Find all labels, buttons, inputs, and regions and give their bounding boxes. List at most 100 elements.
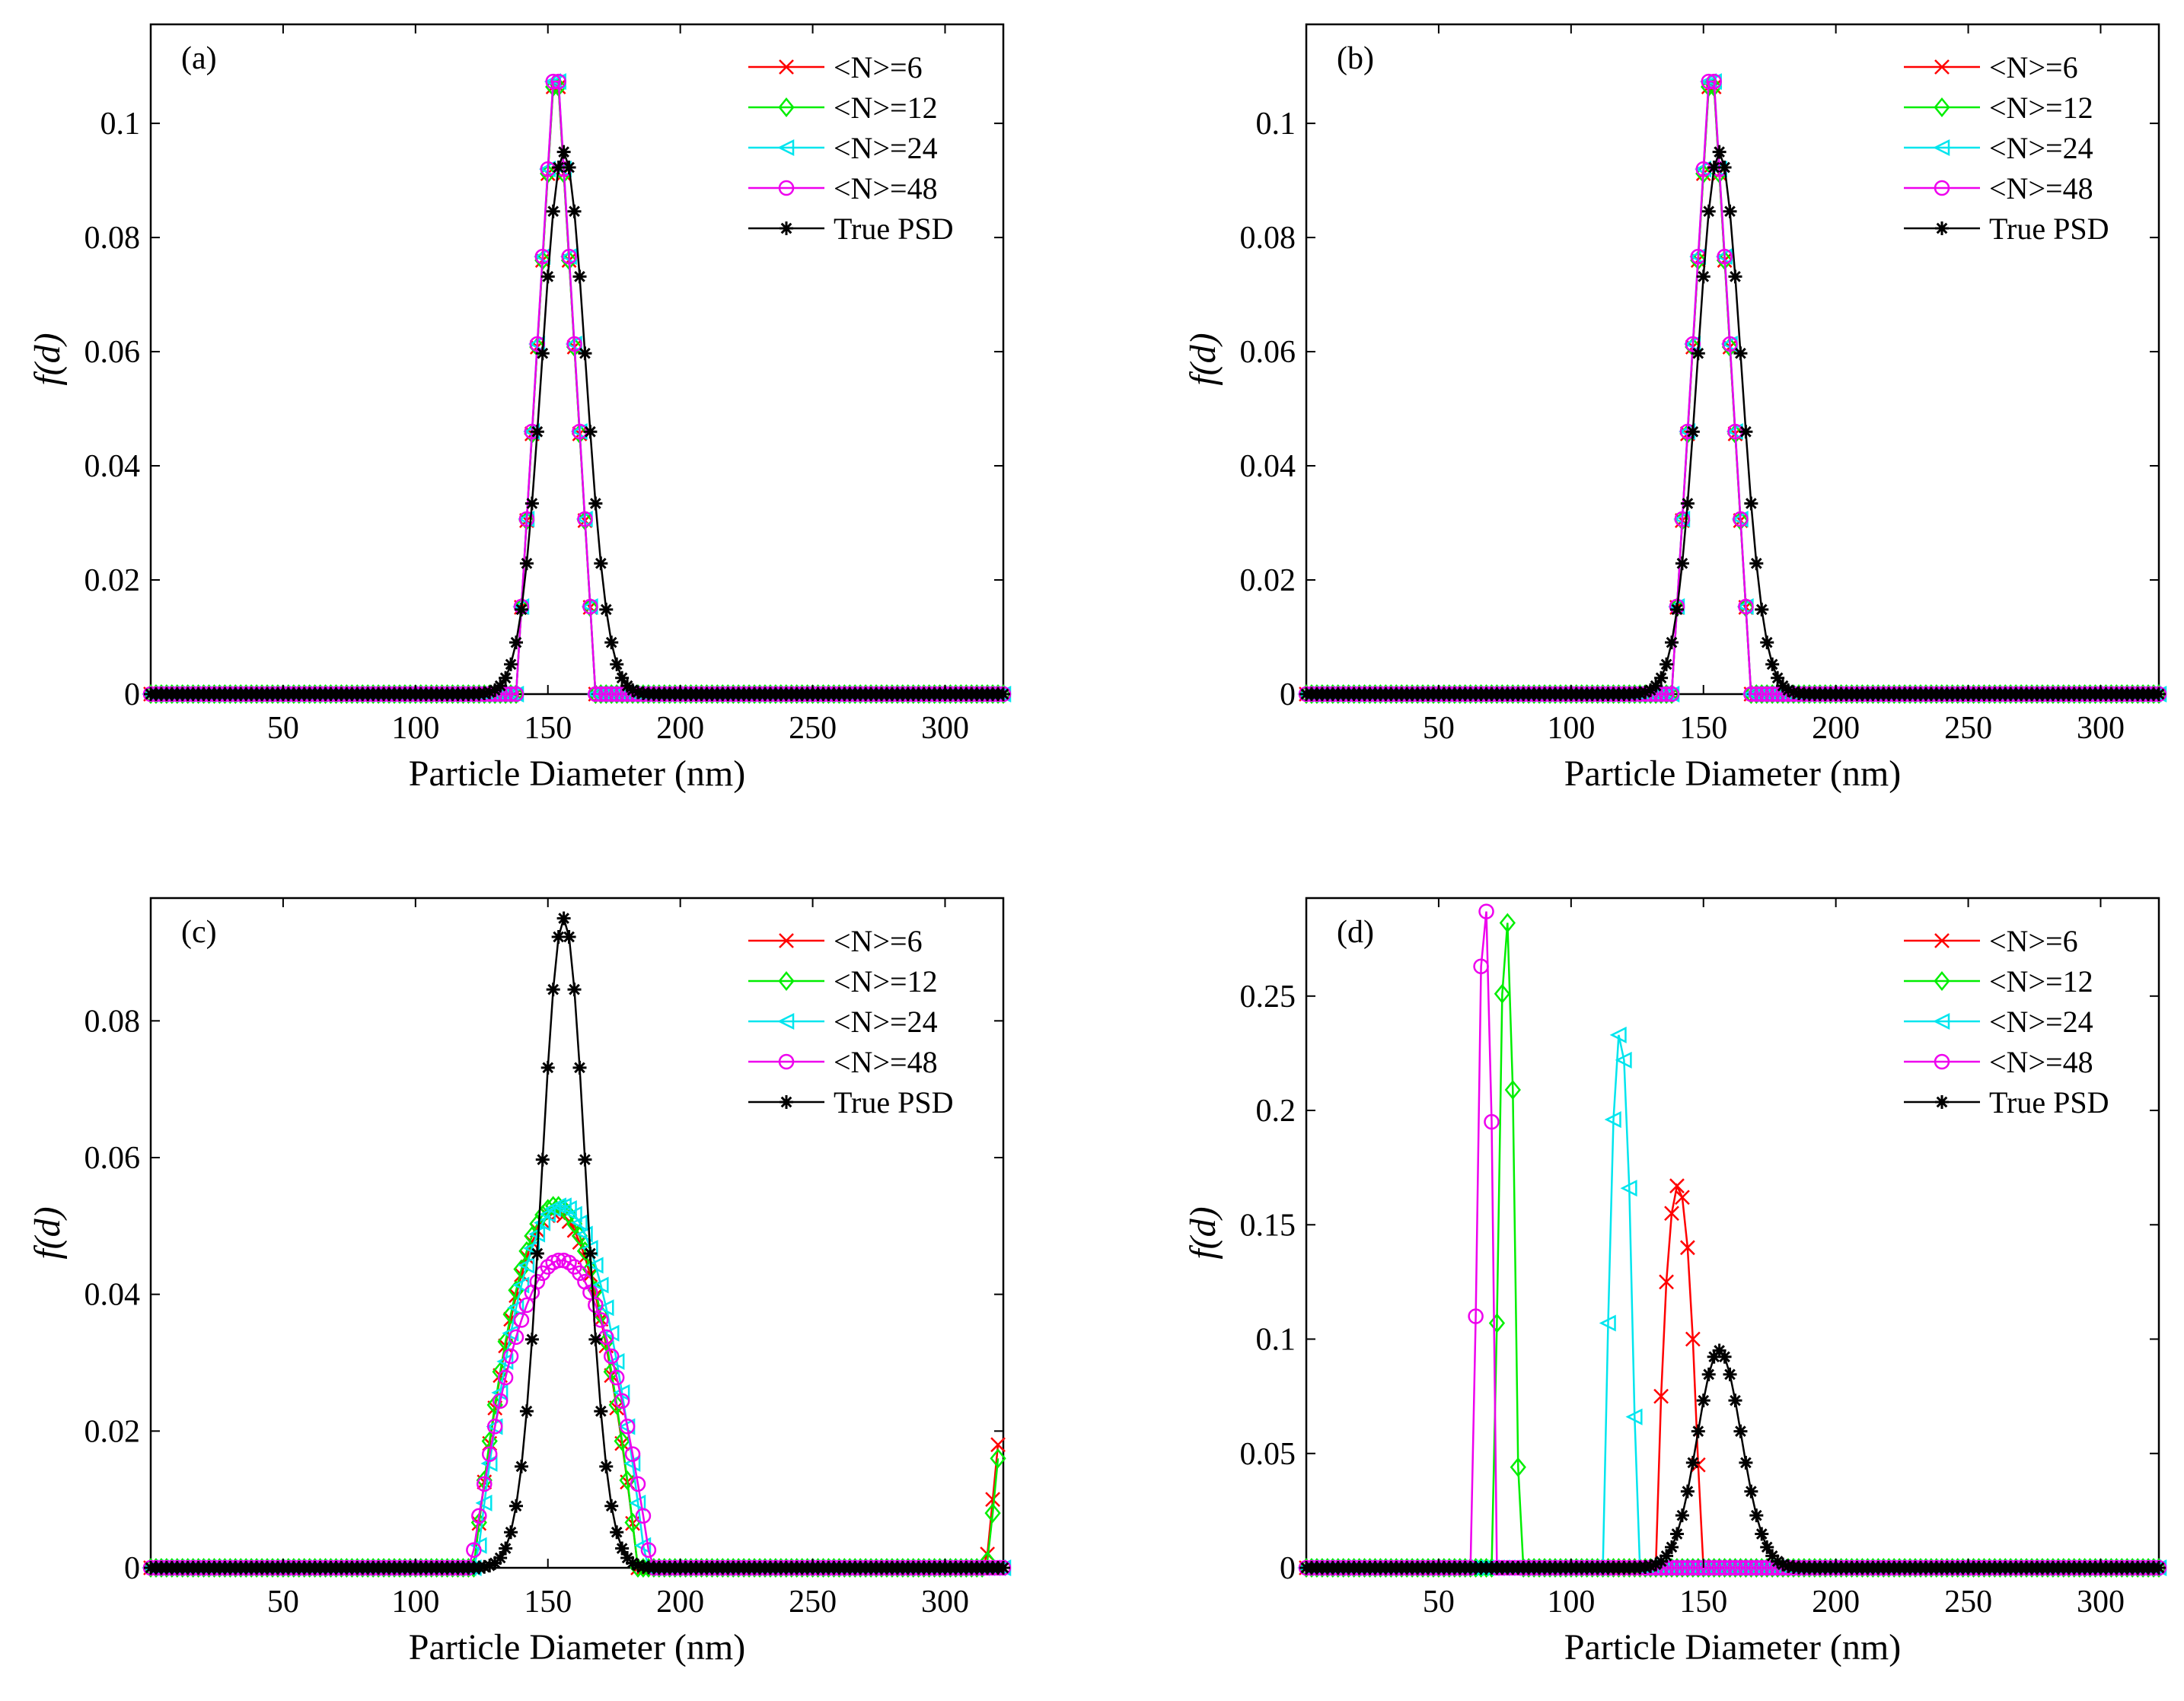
- point-a-4-68: [504, 657, 518, 671]
- legend-entry-b-3: <N>=48: [1904, 171, 2093, 205]
- series-a-4: [144, 145, 1010, 701]
- point-d-4-65: [1644, 1559, 1658, 1573]
- y-tick-label-b-4: 0.08: [1240, 221, 1296, 256]
- point-b-3-69: [1663, 686, 1680, 702]
- point-d-3-85: [1749, 1559, 1765, 1576]
- legend-a: <N>=6 <N>=12 <N>=24 <N>=48 True PSD: [748, 50, 953, 246]
- point-d-3-83: [1738, 1559, 1754, 1576]
- point-b-4-71: [1675, 556, 1689, 571]
- point-d-4-71: [1675, 1508, 1689, 1523]
- y-tick-label-b-2: 0.04: [1240, 449, 1296, 484]
- point-a-4-75: [540, 269, 555, 284]
- x-axis-label-a: Particle Diameter (nm): [409, 753, 745, 794]
- point-a-3-71: [518, 511, 535, 527]
- point-b-4-83: [1739, 425, 1753, 439]
- point-b-4-89: [1771, 671, 1785, 685]
- legend-label-d-3: <N>=48: [1989, 1045, 2093, 1079]
- point-d-0-69: [1664, 1206, 1679, 1222]
- point-d-4-74: [1691, 1424, 1705, 1438]
- point-a-4-86: [599, 602, 614, 616]
- x-tick-label-c-4: 250: [789, 1585, 837, 1620]
- y-axis-label-a: f(d): [27, 333, 68, 385]
- point-c-4-70: [514, 1459, 528, 1473]
- point-c-2-66: [491, 1384, 509, 1401]
- point-b-3-84: [1743, 686, 1759, 702]
- y-tick-label-a-5: 0.1: [100, 107, 141, 142]
- point-c-2-64: [480, 1454, 498, 1472]
- point-a-3-88: [608, 686, 625, 702]
- x-tick-label-b-1: 100: [1547, 711, 1595, 746]
- point-c-2-85: [591, 1276, 609, 1294]
- x-tick-label-d-1: 100: [1547, 1585, 1595, 1620]
- point-c-4-68: [504, 1525, 518, 1540]
- x-tick-label-c-1: 100: [391, 1585, 439, 1620]
- point-c-4-72: [524, 1332, 539, 1346]
- point-c-4-80: [567, 983, 582, 997]
- legend-entry-a-0: <N>=6: [748, 50, 923, 84]
- point-d-3-82: [1733, 1559, 1749, 1576]
- point-b-4-72: [1680, 496, 1695, 511]
- point-d-4-77: [1707, 1349, 1721, 1364]
- point-d-3-69: [1663, 1559, 1680, 1576]
- x-tick-label-d-2: 150: [1679, 1585, 1727, 1620]
- point-b-4-80: [1723, 204, 1737, 218]
- point-c-3-90: [619, 1419, 636, 1435]
- point-b-4-87: [1760, 635, 1774, 650]
- point-c-4-65: [488, 1556, 502, 1570]
- point-d-4-90: [1776, 1557, 1790, 1572]
- y-tick-label-c-2: 0.04: [84, 1278, 141, 1313]
- point-c-3-81: [572, 1265, 588, 1282]
- point-d-2-59: [1609, 1026, 1627, 1043]
- point-b-3-87: [1758, 686, 1775, 702]
- point-d-1-36: [1488, 1313, 1506, 1333]
- point-c-4-71: [519, 1404, 534, 1419]
- point-c-1-87: [603, 1362, 620, 1382]
- point-d-3-87: [1758, 1559, 1775, 1576]
- point-c-4-78: [556, 911, 571, 925]
- panel-a: 50 100 150 200 250 300 0 0.02 0.04 0.06 0.08 0.1 (a…: [27, 23, 1012, 794]
- point-d-4-84: [1744, 1484, 1758, 1499]
- point-d-0-72: [1679, 1240, 1695, 1256]
- point-c-4-87: [604, 1499, 619, 1513]
- legend-label-c-2: <N>=24: [834, 1005, 938, 1039]
- point-d-3-79: [1717, 1559, 1733, 1576]
- point-c-2-69: [507, 1299, 524, 1317]
- point-a-4-85: [594, 556, 608, 571]
- point-d-2-58: [1604, 1111, 1621, 1129]
- point-b-3-83: [1738, 598, 1754, 615]
- point-d-3-70: [1669, 1559, 1685, 1576]
- x-axis-label-d: Particle Diameter (nm): [1564, 1627, 1901, 1668]
- y-tick-label-d-0: 0: [1280, 1551, 1296, 1586]
- point-d-3-74: [1690, 1559, 1707, 1576]
- legend-entry-c-2: <N>=24: [748, 1005, 938, 1039]
- y-tick-label-a-1: 0.02: [84, 563, 141, 598]
- point-a-3-75: [540, 161, 556, 177]
- legend-label-d-0: <N>=6: [1989, 924, 2078, 958]
- point-c-2-87: [602, 1324, 620, 1342]
- point-c-4-76: [546, 983, 560, 997]
- point-a-3-85: [593, 686, 609, 702]
- legend-label-b-3: <N>=48: [1989, 171, 2093, 205]
- legend-label-a-1: <N>=12: [834, 91, 938, 125]
- legend-label-a-2: <N>=24: [834, 131, 938, 165]
- y-tick-label-c-0: 0: [124, 1551, 140, 1586]
- legend-marker-d-0: [1934, 933, 1950, 948]
- point-a-3-79: [561, 248, 577, 265]
- point-c-2-62: [470, 1537, 487, 1554]
- point-c-4-66: [493, 1550, 508, 1565]
- x-tick-label-c-3: 200: [656, 1585, 704, 1620]
- legend-marker-c-4: [780, 1095, 793, 1109]
- point-c-4-74: [535, 1152, 550, 1167]
- legend-marker-d-4: [1935, 1095, 1949, 1109]
- legend-marker-c-1: [778, 971, 795, 991]
- legend-c: <N>=6 <N>=12 <N>=24 <N>=48 True PSD: [748, 924, 953, 1120]
- x-tick-label-c-0: 50: [267, 1585, 299, 1620]
- point-c-2-82: [575, 1225, 593, 1243]
- point-a-4-77: [551, 160, 566, 174]
- legend-entry-d-0: <N>=6: [1904, 924, 2078, 958]
- point-c-1-89: [614, 1431, 630, 1451]
- point-b-3-77: [1706, 73, 1722, 90]
- point-c-2-93: [634, 1537, 652, 1554]
- legend-label-d-1: <N>=12: [1989, 964, 2093, 999]
